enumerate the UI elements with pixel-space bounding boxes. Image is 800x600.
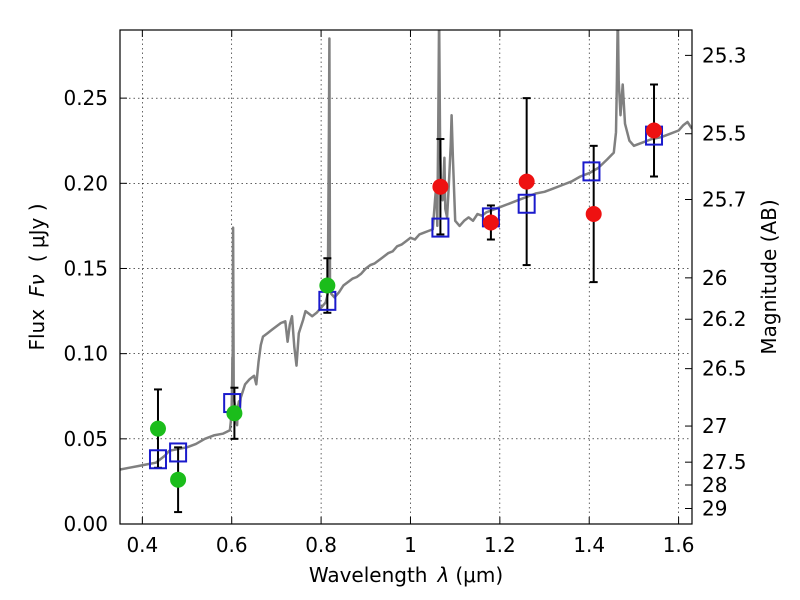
green-data-point xyxy=(226,405,243,422)
red-data-point xyxy=(585,205,602,222)
magnitude-tick-label: 26.2 xyxy=(702,307,747,331)
plot-frame xyxy=(119,29,693,525)
model-flux-box xyxy=(431,217,450,238)
y-axis-ticks: 0.00 0.05 0.10 0.15 0.20 0.25 xyxy=(63,86,127,536)
magnitude-tick-label: 26 xyxy=(702,266,727,290)
model-flux-box xyxy=(169,442,188,463)
y-tick-label: 0.15 xyxy=(63,256,108,280)
green-data-point xyxy=(319,277,336,294)
y-tick-label: 0.05 xyxy=(63,427,108,451)
x-tick-label: 0.6 xyxy=(216,533,248,557)
y-tick-label: 0.25 xyxy=(63,86,108,110)
magnitude-axis-label: Magnitude (AB) xyxy=(757,199,781,354)
magnitude-tick-label: 29 xyxy=(702,496,727,520)
magnitude-tick-label: 25.3 xyxy=(702,43,747,67)
y-axis-label: FluxFν( μJy ) xyxy=(25,203,49,350)
red-data-point xyxy=(518,173,535,190)
x-tick-label: 1.4 xyxy=(573,533,605,557)
photometry-points xyxy=(149,122,663,488)
red-data-point xyxy=(482,214,499,231)
magnitude-tick-label: 25.7 xyxy=(702,187,747,211)
magnitude-tick-label: 26.5 xyxy=(702,357,747,381)
x-tick-label: 1 xyxy=(404,533,417,557)
x-tick-label: 0.8 xyxy=(305,533,337,557)
model-flux-box xyxy=(582,161,601,182)
spectrum-line xyxy=(120,30,692,471)
magnitude-tick-label: 28 xyxy=(702,473,727,497)
x-tick-label: 0.4 xyxy=(126,533,158,557)
magnitude-tick-label: 27 xyxy=(702,414,727,438)
red-data-point xyxy=(432,178,449,195)
green-data-point xyxy=(149,420,166,437)
y-tick-label: 0.00 xyxy=(63,512,108,536)
y-tick-label: 0.10 xyxy=(63,342,108,366)
magnitude-tick-label: 25.5 xyxy=(702,122,747,146)
x-tick-label: 1.6 xyxy=(663,533,695,557)
y-tick-label: 0.20 xyxy=(63,171,108,195)
magnitude-tick-label: 27.5 xyxy=(702,450,747,474)
red-data-point xyxy=(646,122,663,139)
green-data-point xyxy=(170,471,187,488)
x-tick-label: 1.2 xyxy=(484,533,516,557)
x-axis-label: Wavelength λ (μm) xyxy=(309,563,503,587)
x-axis-ticks: 0.4 0.6 0.8 1 1.2 1.4 1.6 xyxy=(126,30,695,557)
plot-area xyxy=(120,30,692,514)
model-flux-box xyxy=(517,193,536,214)
model-flux-box xyxy=(148,449,167,470)
